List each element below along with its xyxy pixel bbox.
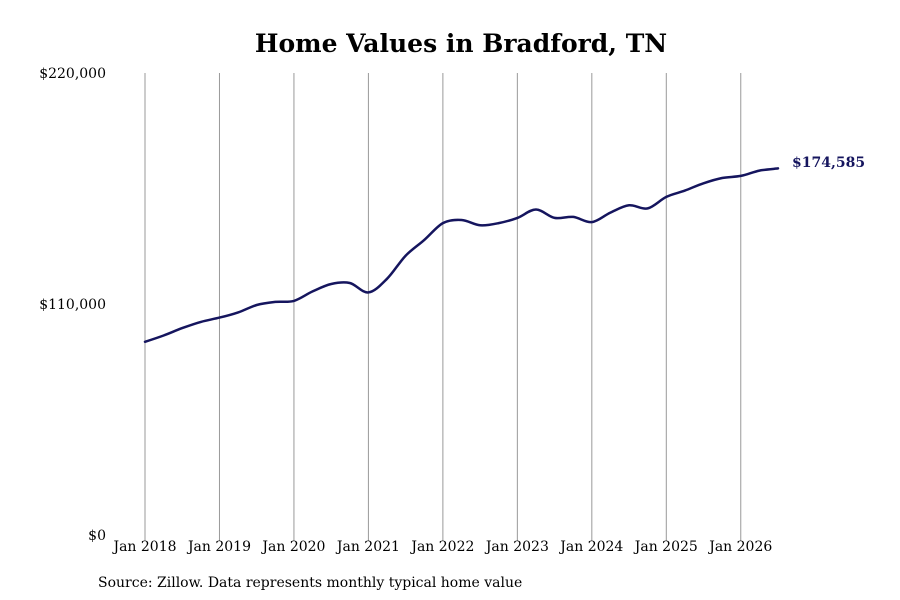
x-tick-label: Jan 2020 bbox=[260, 539, 325, 555]
y-tick-label: $110,000 bbox=[39, 297, 106, 313]
plot-area bbox=[143, 167, 780, 344]
source-note: Source: Zillow. Data represents monthly … bbox=[98, 575, 522, 591]
x-tick-label: Jan 2022 bbox=[409, 539, 474, 555]
grid-lines bbox=[144, 73, 742, 541]
y-axis: $0 $110,000 $220,000 bbox=[39, 66, 106, 544]
y-tick-label: $220,000 bbox=[39, 66, 106, 82]
y-tick-label: $0 bbox=[88, 528, 106, 544]
x-tick-label: Jan 2018 bbox=[111, 539, 176, 555]
x-tick-label: Jan 2019 bbox=[186, 539, 251, 555]
end-value-label: $174,585 bbox=[792, 155, 865, 171]
chart-title: Home Values in Bradford, TN bbox=[255, 29, 667, 58]
x-tick-label: Jan 2024 bbox=[558, 539, 623, 555]
x-axis: Jan 2018 Jan 2019 Jan 2020 Jan 2021 Jan 2022… bbox=[111, 539, 772, 555]
x-tick-label: Jan 2023 bbox=[484, 539, 549, 555]
series-line bbox=[143, 167, 780, 344]
x-tick-label: Jan 2026 bbox=[707, 539, 772, 555]
x-tick-label: Jan 2025 bbox=[633, 539, 698, 555]
x-tick-label: Jan 2021 bbox=[335, 539, 400, 555]
